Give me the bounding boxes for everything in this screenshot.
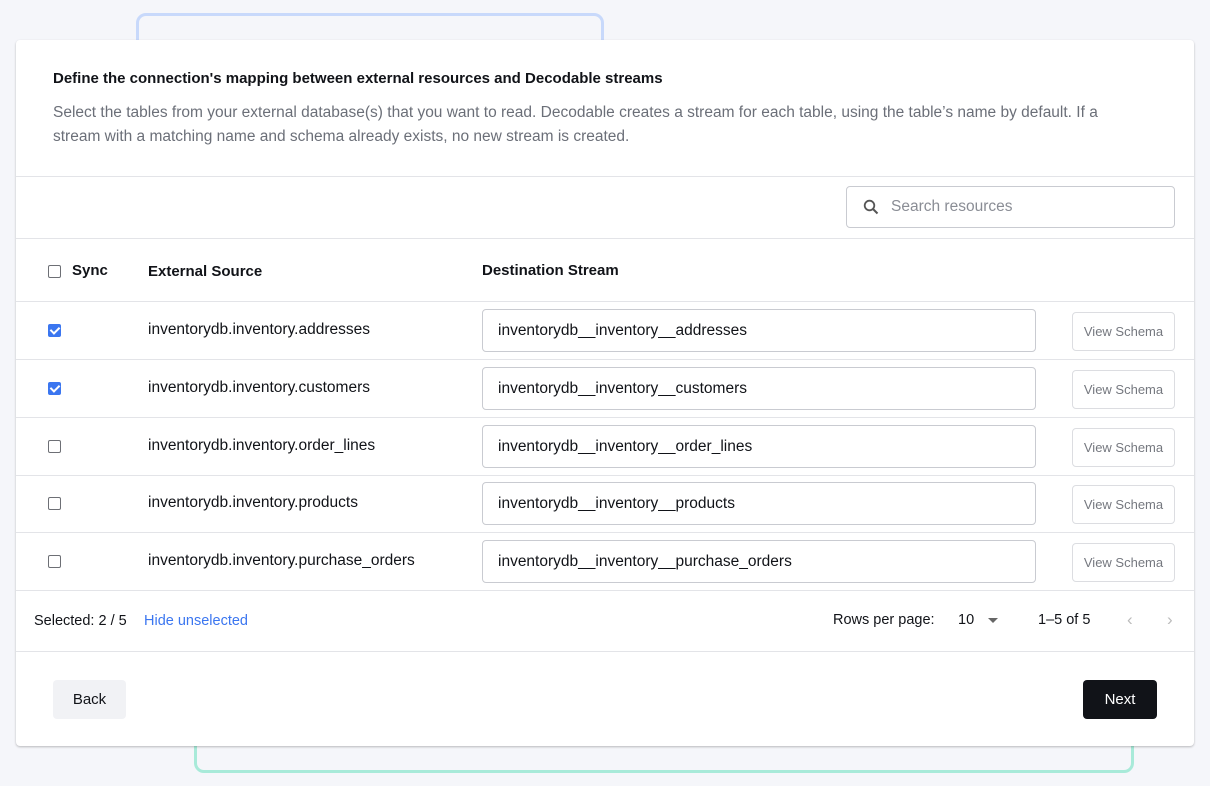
row-sync-checkbox[interactable]: [48, 439, 61, 453]
pagination-range: 1–5 of 5: [1038, 612, 1091, 628]
page-title: Define the connection's mapping between …: [53, 70, 663, 87]
rows-per-page-select[interactable]: 10: [958, 612, 999, 628]
view-schema-button[interactable]: View Schema: [1072, 485, 1175, 525]
external-source: inventorydb.inventory.customers: [148, 378, 370, 396]
destination-stream-input[interactable]: inventorydb__inventory__products: [482, 482, 1036, 526]
destination-stream-input[interactable]: inventorydb__inventory__customers: [482, 366, 1036, 410]
prev-page-icon[interactable]: ‹: [1127, 610, 1133, 629]
header-sync: Sync: [72, 262, 108, 279]
next-button[interactable]: Next: [1083, 680, 1157, 719]
divider: [16, 176, 1194, 177]
selected-count: Selected: 2 / 5: [34, 613, 127, 629]
rows-per-page-value: 10: [958, 612, 975, 628]
page-description: Select the tables from your external dat…: [53, 104, 1098, 145]
hide-unselected-link[interactable]: Hide unselected: [144, 613, 248, 629]
divider: [16, 474, 1194, 476]
table-row: inventorydb.inventory.addresses inventor…: [16, 302, 1194, 360]
table-row: inventorydb.inventory.purchase_orders in…: [16, 533, 1194, 592]
row-sync-checkbox[interactable]: [48, 381, 61, 395]
select-all-checkbox[interactable]: [48, 265, 61, 278]
divider: [16, 532, 1194, 534]
row-sync-checkbox[interactable]: [48, 555, 61, 569]
external-source: inventorydb.inventory.order_lines: [148, 436, 376, 454]
external-source: inventorydb.inventory.purchase_orders: [148, 552, 415, 570]
table-row: inventorydb.inventory.customers inventor…: [16, 360, 1194, 418]
view-schema-button[interactable]: View Schema: [1072, 543, 1175, 583]
destination-stream-input[interactable]: inventorydb__inventory__addresses: [482, 309, 1036, 352]
table-row: inventorydb.inventory.products inventory…: [16, 475, 1194, 534]
divider: [16, 238, 1194, 239]
view-schema-button[interactable]: View Schema: [1072, 369, 1175, 409]
next-page-icon[interactable]: ›: [1167, 610, 1173, 629]
search-placeholder: Search resources: [891, 198, 1013, 215]
search-icon: [863, 199, 879, 215]
table-row: inventorydb.inventory.order_lines invent…: [16, 418, 1194, 476]
external-source: inventorydb.inventory.addresses: [148, 321, 371, 338]
divider: [16, 590, 1194, 592]
view-schema-button[interactable]: View Schema: [1072, 427, 1175, 467]
rows-per-page-label: Rows per page:: [833, 612, 935, 628]
chevron-down-icon: [988, 617, 999, 623]
divider: [16, 359, 1194, 360]
divider: [16, 416, 1194, 418]
mapping-card: Define the connection's mapping between …: [16, 40, 1194, 746]
header-external-source: External Source: [148, 263, 263, 280]
destination-stream-input[interactable]: inventorydb__inventory__order_lines: [482, 424, 1036, 468]
row-sync-checkbox[interactable]: [48, 497, 61, 511]
divider: [16, 651, 1194, 652]
divider: [16, 301, 1194, 302]
external-source: inventorydb.inventory.products: [148, 494, 358, 512]
view-schema-button[interactable]: View Schema: [1072, 312, 1175, 351]
destination-stream-input[interactable]: inventorydb__inventory__purchase_orders: [482, 540, 1036, 584]
back-button[interactable]: Back: [53, 680, 126, 719]
header-destination-stream: Destination Stream: [482, 262, 619, 279]
search-input[interactable]: Search resources: [846, 186, 1175, 228]
row-sync-checkbox[interactable]: [48, 324, 61, 337]
